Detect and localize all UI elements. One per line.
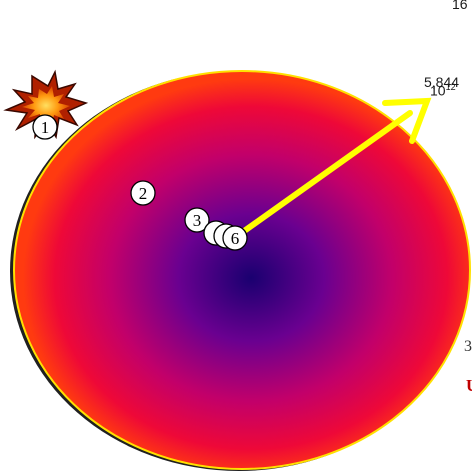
- clipped-top-number: 16: [452, 0, 468, 12]
- clipped-power-value: 1012: [430, 82, 456, 99]
- power-exponent: 12: [445, 82, 456, 92]
- marker-1: 1: [3, 69, 89, 140]
- power-base: 10: [430, 82, 446, 99]
- marker-2-label: 2: [139, 184, 148, 203]
- marker-1-label: 1: [41, 118, 50, 137]
- universe-sphere: [13, 70, 471, 470]
- radius-arrow-icon: [237, 97, 432, 237]
- clipped-mark: 3: [464, 338, 472, 355]
- marker-3: 3: [184, 207, 210, 233]
- marker-2: 2: [130, 180, 156, 206]
- marker-6-label: 6: [231, 229, 240, 248]
- clipped-red-letter: U: [466, 376, 472, 396]
- marker-3-label: 3: [193, 211, 202, 230]
- marker-6: 6: [222, 225, 248, 251]
- clipped-distance-value: 5,844: [424, 74, 460, 90]
